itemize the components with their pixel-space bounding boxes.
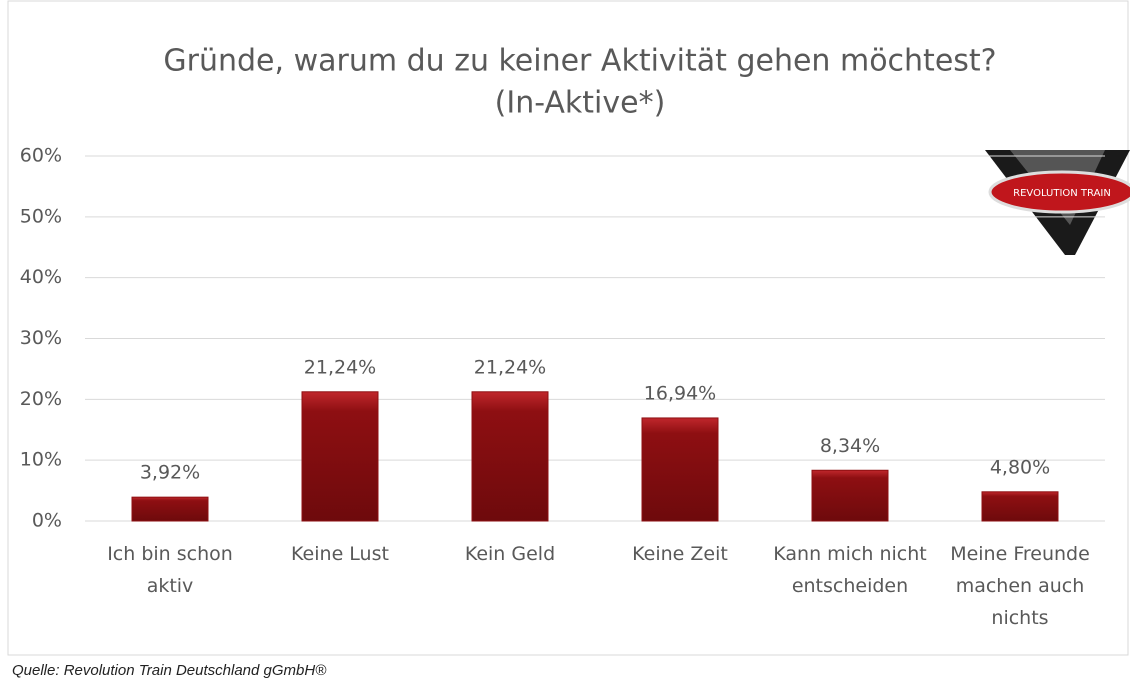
logo-text: REVOLUTION TRAIN <box>1013 188 1111 199</box>
value-label: 8,34% <box>820 435 880 457</box>
bar <box>981 491 1059 522</box>
value-label: 16,94% <box>644 382 716 404</box>
value-label: 21,24% <box>304 356 376 378</box>
chart-frame <box>7 0 1129 656</box>
chart-subtitle: (In-Aktive*) <box>495 86 666 121</box>
y-tick-label: 0% <box>32 510 62 532</box>
x-tick-label: Meine Freunde machen auch nichts <box>950 543 1090 629</box>
logo: REVOLUTION TRAIN <box>985 150 1130 255</box>
y-tick-label: 20% <box>20 388 62 410</box>
y-tick-label: 10% <box>20 449 62 471</box>
value-label: 21,24% <box>474 356 546 378</box>
value-label: 4,80% <box>990 456 1050 478</box>
x-tick-label: Keine Zeit <box>632 543 728 565</box>
chart-title: Gründe, warum du zu keiner Aktivität geh… <box>163 44 996 79</box>
bar <box>301 391 379 522</box>
bar <box>641 417 719 522</box>
bar <box>471 391 549 522</box>
y-tick-label: 60% <box>20 145 62 167</box>
value-label: 3,92% <box>140 462 200 484</box>
bar <box>811 469 889 522</box>
x-tick-label: Kann mich nicht entscheiden <box>773 543 927 597</box>
source: Quelle: Revolution Train Deutschland gGm… <box>12 662 327 679</box>
bar <box>131 496 209 522</box>
y-tick-label: 50% <box>20 205 62 227</box>
x-tick-label: Keine Lust <box>291 543 389 565</box>
y-tick-label: 40% <box>20 266 62 288</box>
x-tick-label: Kein Geld <box>464 543 556 565</box>
x-tick-label: Ich bin schon aktiv <box>107 543 233 597</box>
y-tick-label: 30% <box>20 327 62 349</box>
